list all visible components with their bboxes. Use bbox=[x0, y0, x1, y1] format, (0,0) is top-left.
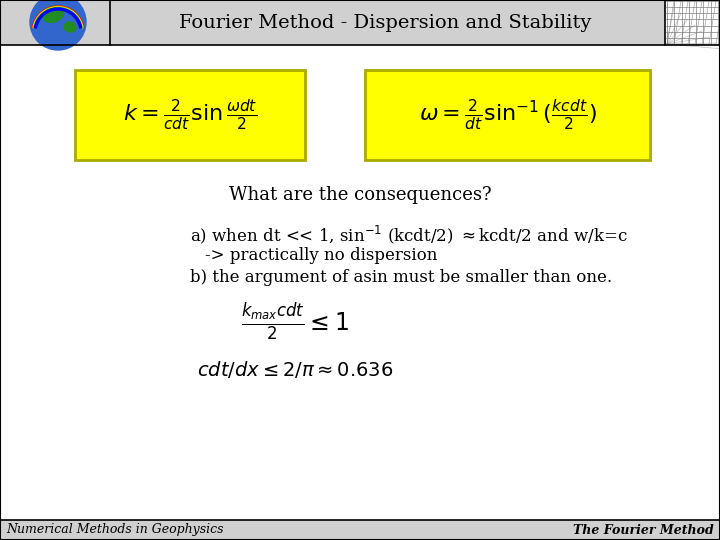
Text: a) when dt << 1, sin$^{-1}$ (kcdt/2) $\approx$kcdt/2 and w/k=c: a) when dt << 1, sin$^{-1}$ (kcdt/2) $\a… bbox=[190, 224, 628, 246]
Text: $cdt / dx \leq 2 / \pi \approx 0.636$: $cdt / dx \leq 2 / \pi \approx 0.636$ bbox=[197, 360, 393, 381]
Bar bbox=[665, 0, 720, 45]
Wedge shape bbox=[35, 8, 81, 28]
Bar bbox=[0, 520, 720, 540]
Text: b) the argument of asin must be smaller than one.: b) the argument of asin must be smaller … bbox=[190, 268, 612, 286]
Bar bbox=[365, 70, 650, 160]
Text: $k = \frac{2}{cdt}\sin\frac{\omega dt}{2}$: $k = \frac{2}{cdt}\sin\frac{\omega dt}{2… bbox=[122, 98, 257, 132]
Ellipse shape bbox=[64, 22, 76, 32]
Text: Numerical Methods in Geophysics: Numerical Methods in Geophysics bbox=[6, 523, 223, 537]
Bar bbox=[75, 70, 305, 160]
Text: The Fourier Method: The Fourier Method bbox=[573, 523, 714, 537]
Text: $\omega = \frac{2}{dt}\sin^{-1}(\frac{kcdt}{2})$: $\omega = \frac{2}{dt}\sin^{-1}(\frac{kc… bbox=[418, 98, 596, 132]
Wedge shape bbox=[32, 6, 84, 28]
Text: -> practically no dispersion: -> practically no dispersion bbox=[205, 247, 437, 265]
Bar bbox=[110, 0, 660, 45]
Text: Fourier Method - Dispersion and Stability: Fourier Method - Dispersion and Stabilit… bbox=[179, 14, 591, 31]
Wedge shape bbox=[33, 6, 83, 28]
Bar bbox=[0, 0, 720, 45]
Text: What are the consequences?: What are the consequences? bbox=[229, 186, 491, 204]
Text: $\frac{k_{max}cdt}{2} \leq 1$: $\frac{k_{max}cdt}{2} \leq 1$ bbox=[241, 301, 349, 343]
Ellipse shape bbox=[42, 5, 63, 22]
Wedge shape bbox=[34, 8, 82, 28]
Circle shape bbox=[30, 0, 86, 50]
Wedge shape bbox=[33, 7, 83, 28]
